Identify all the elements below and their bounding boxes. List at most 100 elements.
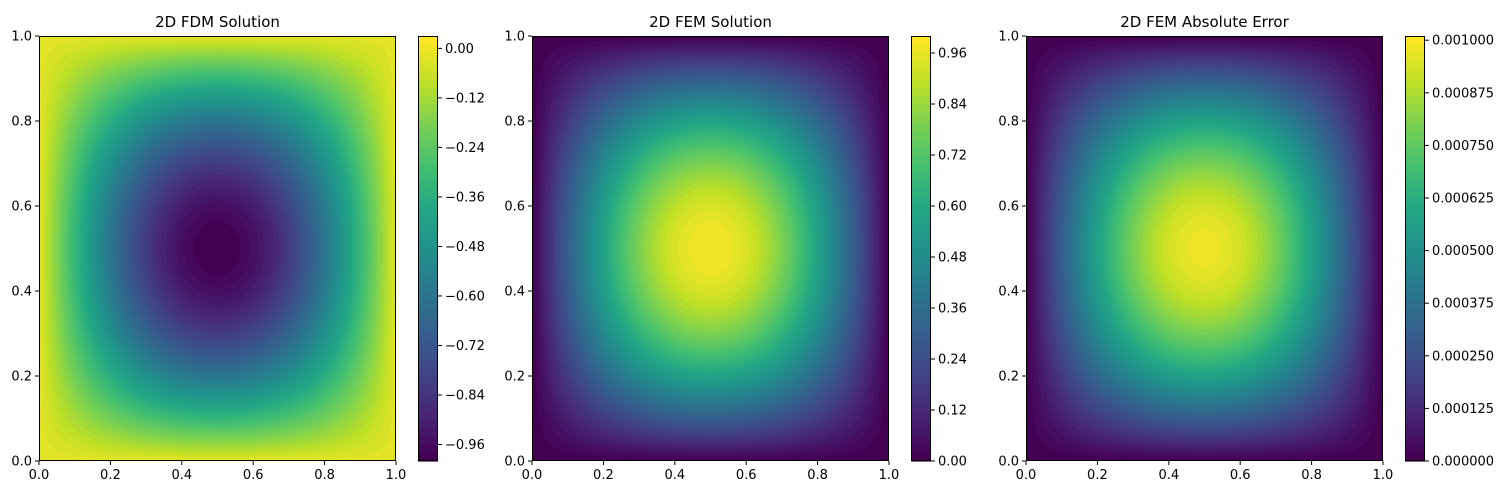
chart-title: 2D FDM Solution xyxy=(155,13,280,31)
colorbar-level xyxy=(1405,70,1425,80)
colorbar-level xyxy=(418,214,438,224)
colorbar-level xyxy=(911,435,931,445)
colorbar-level xyxy=(418,359,438,369)
x-tick-label: 0.6 xyxy=(736,468,757,483)
colorbar-level xyxy=(1405,223,1425,233)
colorbar-level xyxy=(911,78,931,88)
colorbar-level xyxy=(418,155,438,165)
colorbar-level xyxy=(418,316,438,326)
colorbar-level xyxy=(911,316,931,326)
colorbar-tick-label: −0.24 xyxy=(445,141,485,156)
colorbar-level xyxy=(1405,452,1425,462)
colorbar-level xyxy=(1405,61,1425,71)
x-tick-label: 0.8 xyxy=(314,468,335,483)
colorbar-level xyxy=(1405,231,1425,241)
colorbar-level xyxy=(1405,36,1425,46)
colorbar-level xyxy=(418,452,438,462)
chart-panel-2: 2D FEM Solution 0.0 0.2 0.4 0.6 0.8 1.0 0.0 0.2 0… xyxy=(504,13,967,483)
colorbar-level xyxy=(911,359,931,369)
y-tick-label: 0.2 xyxy=(504,370,525,385)
y-tick-label: 0.2 xyxy=(998,370,1019,385)
colorbar-level xyxy=(1405,376,1425,386)
colorbar-level xyxy=(911,333,931,343)
colorbar-level xyxy=(1405,248,1425,258)
colorbar-level xyxy=(1405,282,1425,292)
colorbar-level xyxy=(418,87,438,97)
y-tick-label: 0.0 xyxy=(998,455,1019,470)
colorbar-tick-label: 0.24 xyxy=(938,353,967,368)
colorbar-level xyxy=(418,350,438,360)
colorbar-level xyxy=(911,146,931,156)
y-tick-label: 0.0 xyxy=(504,455,525,470)
colorbar-level xyxy=(418,367,438,377)
colorbar-tick-label: −0.48 xyxy=(445,240,485,255)
y-tick-label: 1.0 xyxy=(11,30,32,45)
chart-title: 2D FEM Absolute Error xyxy=(1120,13,1289,31)
colorbar-level xyxy=(418,384,438,394)
colorbar-level xyxy=(418,342,438,352)
colorbar-level xyxy=(1405,299,1425,309)
colorbar-tick-label: 0.60 xyxy=(938,200,967,215)
colorbar-level xyxy=(911,291,931,301)
colorbar-level xyxy=(418,248,438,258)
colorbar-level xyxy=(418,410,438,420)
chart-title: 2D FEM Solution xyxy=(649,13,772,31)
chart-panel-1: 2D FDM Solution 0.0 0.2 0.4 0.6 0.8 1.0 0.0 0.2 0… xyxy=(11,13,485,483)
colorbar-level xyxy=(418,333,438,343)
colorbar-tick-label: −0.12 xyxy=(445,91,485,106)
colorbar-level xyxy=(1405,138,1425,148)
colorbar-level xyxy=(1405,197,1425,207)
y-tick-label: 0.6 xyxy=(998,200,1019,215)
y-tick-label: 0.8 xyxy=(504,115,525,130)
colorbar-level xyxy=(911,257,931,267)
y-tick-label: 0.0 xyxy=(11,455,32,470)
colorbar-level xyxy=(911,121,931,131)
colorbar-level xyxy=(418,53,438,63)
y-tick-label: 0.8 xyxy=(11,115,32,130)
colorbar-level xyxy=(418,240,438,250)
x-tick-label: 0.8 xyxy=(807,468,828,483)
colorbar-level xyxy=(418,95,438,105)
x-tick-label: 0.2 xyxy=(100,468,121,483)
colorbar-level xyxy=(418,376,438,386)
x-tick-label: 0.0 xyxy=(1016,468,1037,483)
colorbar-tick-label: 0.000750 xyxy=(1432,139,1494,154)
colorbar-level xyxy=(1405,121,1425,131)
colorbar-level xyxy=(911,95,931,105)
colorbar-frame xyxy=(911,36,931,461)
colorbar-tick-label: 0.00 xyxy=(938,455,967,470)
colorbar-level xyxy=(911,87,931,97)
colorbar-level xyxy=(911,265,931,275)
colorbar-level xyxy=(911,172,931,182)
x-tick-label: 0.2 xyxy=(1087,468,1108,483)
x-tick-label: 0.4 xyxy=(664,468,685,483)
colorbar-level xyxy=(1405,257,1425,267)
colorbar-level xyxy=(911,367,931,377)
colorbar-level xyxy=(1405,78,1425,88)
colorbar-level xyxy=(1405,333,1425,343)
colorbar-level xyxy=(911,444,931,454)
colorbar-level xyxy=(1405,214,1425,224)
colorbar-tick-label: −0.96 xyxy=(445,438,485,453)
colorbar-level xyxy=(418,146,438,156)
colorbar-level xyxy=(911,214,931,224)
colorbar-level xyxy=(911,61,931,71)
colorbar-level xyxy=(911,401,931,411)
colorbar-level xyxy=(911,223,931,233)
colorbar-level xyxy=(418,70,438,80)
colorbar-level xyxy=(418,36,438,46)
colorbar-level xyxy=(911,274,931,284)
colorbar-level xyxy=(911,452,931,462)
colorbar-level xyxy=(418,274,438,284)
heatmap-image xyxy=(532,36,889,461)
heatmap-image xyxy=(39,36,396,461)
x-tick-label: 0.8 xyxy=(1301,468,1322,483)
colorbar-level xyxy=(1405,325,1425,335)
x-tick-label: 0.6 xyxy=(1230,468,1251,483)
colorbar-level xyxy=(1405,180,1425,190)
colorbar-level xyxy=(1405,308,1425,318)
colorbar-level xyxy=(418,129,438,139)
colorbar-level xyxy=(418,61,438,71)
colorbar-level xyxy=(1405,393,1425,403)
